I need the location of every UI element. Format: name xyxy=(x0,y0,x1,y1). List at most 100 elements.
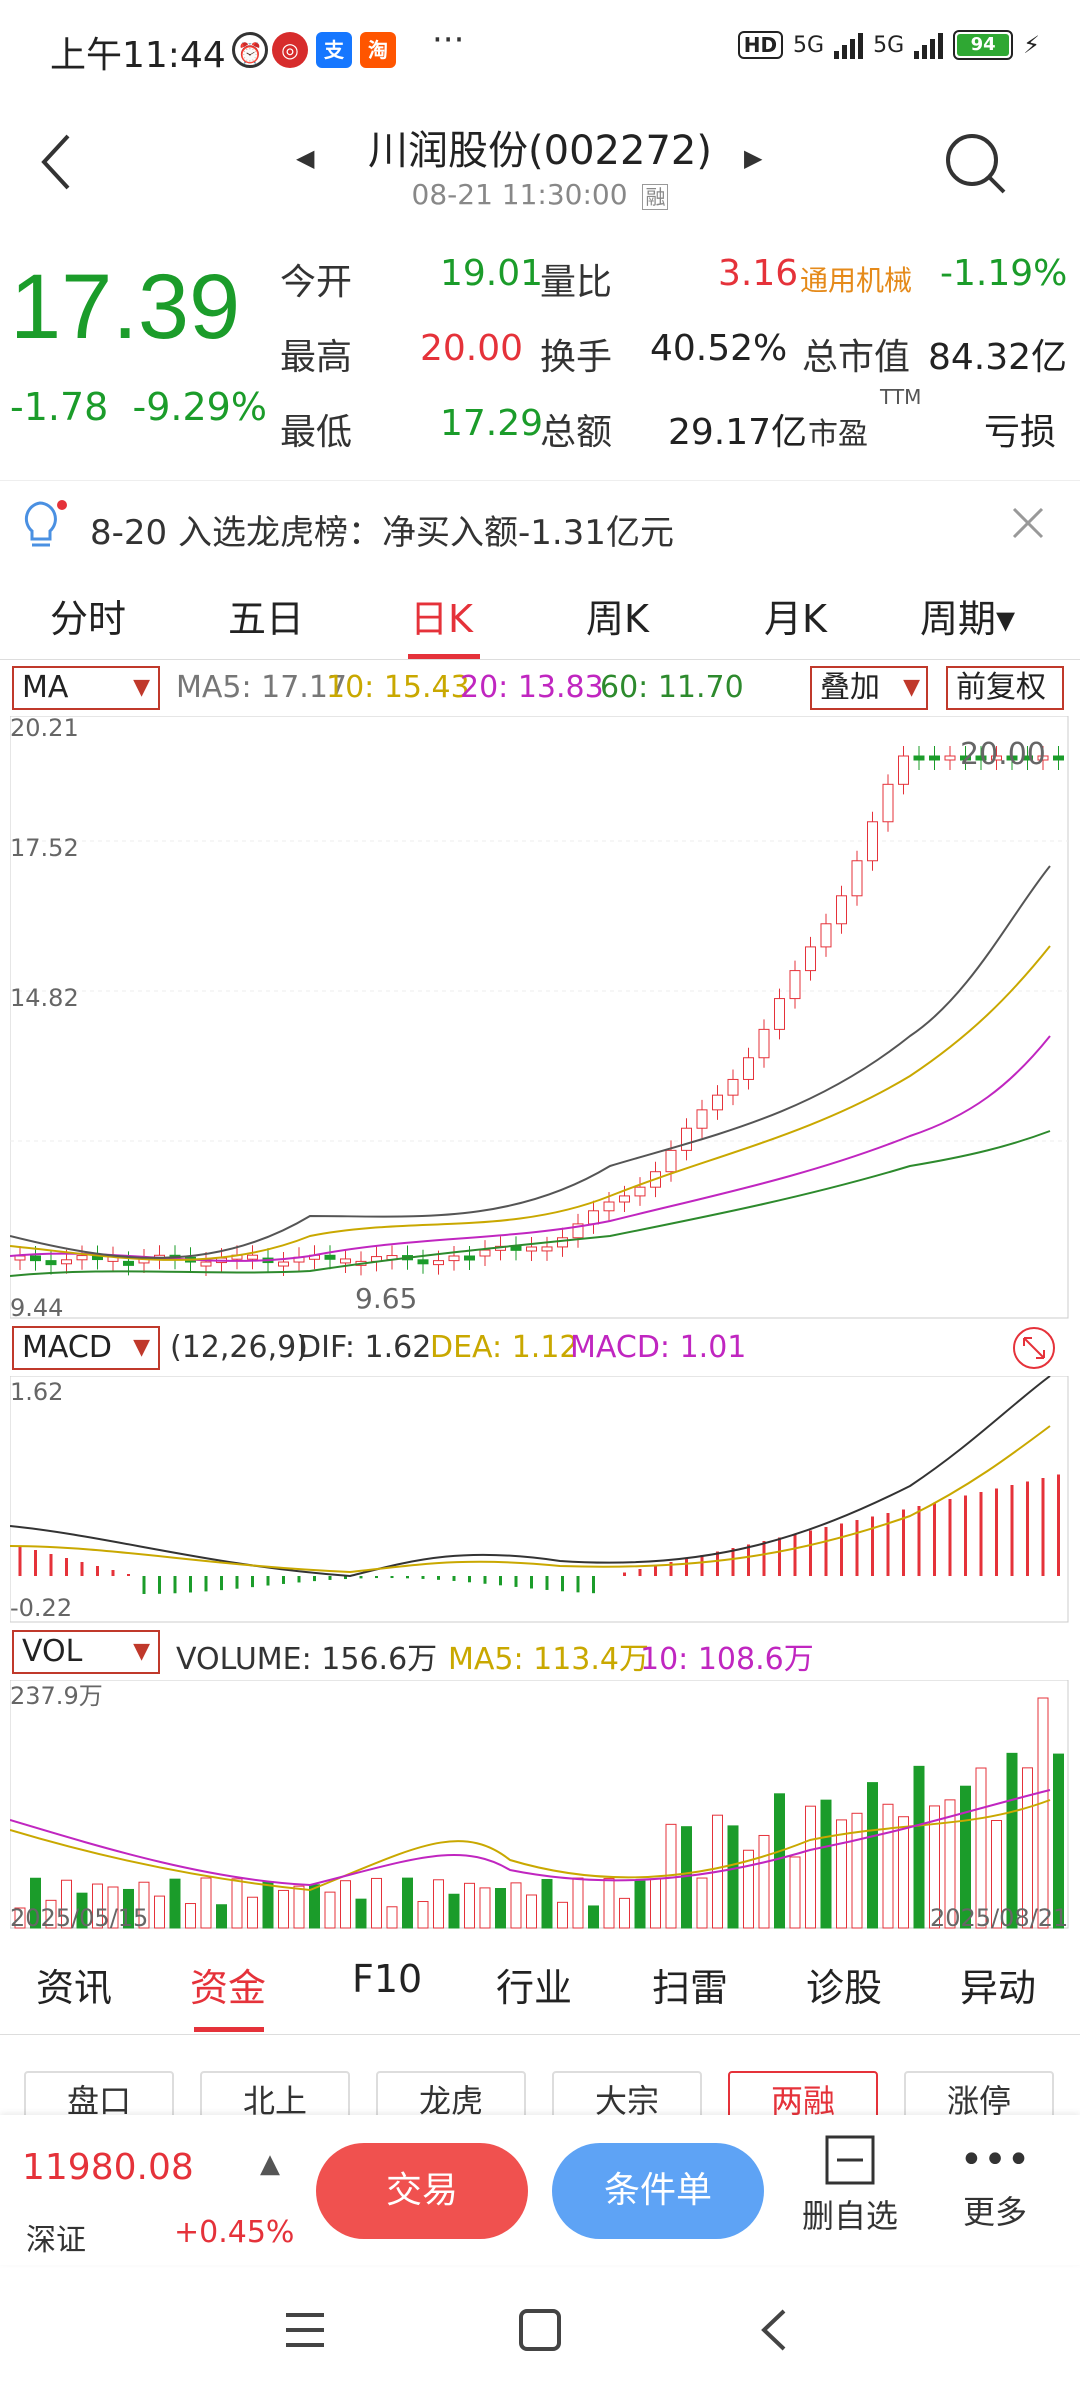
industry-link[interactable]: 通用机械 xyxy=(800,264,913,297)
volume-bar xyxy=(76,1892,88,1929)
tab-capital[interactable]: 资金 xyxy=(190,1966,267,2010)
ma20-line xyxy=(10,1035,1051,1262)
volume-bar xyxy=(727,1825,739,1929)
signal-5g-label-2: 5G xyxy=(873,32,905,58)
vol-ma10: 10: 108.6万 xyxy=(640,1642,814,1677)
dea-line xyxy=(10,1425,1051,1574)
macd-dea: DEA: 1.12 xyxy=(430,1330,579,1365)
overlay-button[interactable]: 叠加 ▼ xyxy=(810,666,928,710)
tab-f10[interactable]: F10 xyxy=(352,1957,423,2001)
volume-bar xyxy=(510,1882,522,1929)
tab-diagnosis[interactable]: 诊股 xyxy=(806,1966,883,2010)
candle xyxy=(30,1255,41,1262)
info-tabs: 资讯 资金 F10 行业 扫雷 诊股 异动 xyxy=(0,1935,1080,2035)
back-icon[interactable] xyxy=(36,130,76,194)
overlay-label: 叠加 xyxy=(820,670,880,705)
expand-icon[interactable] xyxy=(1010,1324,1058,1372)
kline-chart[interactable]: 20.21 17.52 14.82 9.44 20.00 9.65 xyxy=(10,716,1070,1320)
alipay-icon: 支 xyxy=(316,32,352,68)
index-value[interactable]: 11980.08 xyxy=(22,2147,194,2188)
status-bar: 上午11:44 ⏰ ◎ 支 淘 ··· HD 5G 5G 94 ⚡ xyxy=(0,0,1080,110)
volume-bar xyxy=(743,1849,754,1929)
label-market-cap: 总市值 xyxy=(802,337,911,378)
volume-bar xyxy=(247,1896,258,1929)
adjust-button[interactable]: 前复权 xyxy=(946,666,1064,710)
volume-bar xyxy=(138,1881,150,1929)
candle xyxy=(805,946,816,972)
tab-industry[interactable]: 行业 xyxy=(496,1966,573,2010)
volume-bar xyxy=(324,1891,336,1929)
tab-news[interactable]: 资讯 xyxy=(36,1966,113,2010)
tab-period[interactable]: 周期▾ xyxy=(920,597,1016,641)
tab-daily-k[interactable]: 日K xyxy=(410,597,473,641)
volume-bar xyxy=(851,1812,863,1929)
candle xyxy=(944,755,956,761)
menu-icon[interactable] xyxy=(280,2305,330,2355)
volume-bar xyxy=(185,1903,196,1929)
remove-watchlist-button[interactable]: 删自选 xyxy=(790,2133,910,2237)
candle xyxy=(789,970,801,1000)
candle xyxy=(1053,755,1064,761)
dragon-tiger-banner[interactable]: 8-20 入选龙虎榜：净买入额-1.31亿元 xyxy=(0,480,1080,570)
value-high: 20.00 xyxy=(420,328,524,369)
kchart-y-low: 14.82 xyxy=(10,984,79,1012)
candle xyxy=(340,1258,351,1264)
volume-bar xyxy=(448,1893,460,1929)
candle xyxy=(572,1223,584,1239)
battery-level: 94 xyxy=(957,34,1010,56)
dif-line xyxy=(10,1376,1051,1578)
volume-chart[interactable]: 237.9万 2025/05/15 2025/08/21 xyxy=(10,1680,1070,1930)
more-label: 更多 xyxy=(962,2193,1027,2231)
candle xyxy=(619,1195,630,1203)
candle xyxy=(1022,755,1033,761)
label-volume-ratio: 量比 xyxy=(540,262,613,303)
candle xyxy=(882,783,894,823)
volume-bar xyxy=(464,1882,475,1929)
candle xyxy=(1006,755,1018,761)
charging-icon: ⚡ xyxy=(1023,31,1040,59)
tab-monthly-k[interactable]: 月K xyxy=(764,597,827,641)
volume-bar xyxy=(45,1899,57,1929)
tab-five-day[interactable]: 五日 xyxy=(228,597,305,641)
tab-risk-scan[interactable]: 扫雷 xyxy=(652,1966,729,2010)
signal-bars-icon xyxy=(834,31,864,59)
tab-weekly-k[interactable]: 周K xyxy=(586,597,649,641)
volume-bar xyxy=(371,1877,382,1929)
condition-order-button[interactable]: 条件单 xyxy=(552,2143,764,2239)
home-icon[interactable] xyxy=(515,2305,565,2355)
macd-chart[interactable]: 1.62 -0.22 xyxy=(10,1376,1070,1624)
back-nav-icon[interactable] xyxy=(750,2305,800,2355)
prev-stock-icon[interactable]: ◀ xyxy=(296,144,315,172)
tab-intraday[interactable]: 分时 xyxy=(50,597,127,641)
candle xyxy=(588,1210,599,1225)
vol-date-end: 2025/08/21 xyxy=(930,1904,1068,1930)
more-button[interactable]: ••• 更多 xyxy=(940,2133,1050,2233)
volume-bar xyxy=(107,1886,119,1929)
macd-selector[interactable]: MACD ▼ xyxy=(12,1326,160,1370)
candle xyxy=(603,1201,615,1212)
tab-movement[interactable]: 异动 xyxy=(960,1966,1037,2010)
trade-button[interactable]: 交易 xyxy=(316,2143,528,2239)
next-stock-icon[interactable]: ▶ xyxy=(744,144,763,172)
volume-bar xyxy=(1053,1753,1064,1929)
close-icon[interactable] xyxy=(1010,505,1046,541)
banner-text: 8-20 入选龙虎榜：净买入额-1.31亿元 xyxy=(90,513,674,553)
vol-selector[interactable]: VOL ▼ xyxy=(12,1630,160,1674)
volume-bar xyxy=(820,1799,832,1929)
candle xyxy=(123,1260,134,1266)
candle xyxy=(929,755,940,761)
active-tab-indicator xyxy=(408,654,480,659)
volume-bar xyxy=(169,1878,181,1929)
price-change: -1.78 -9.29% xyxy=(10,385,267,429)
taobao-icon: 淘 xyxy=(360,32,396,68)
candle xyxy=(61,1259,72,1265)
volume-bar xyxy=(30,1877,41,1929)
system-navigation xyxy=(0,2265,1080,2400)
ma-selector-label: MA xyxy=(22,670,69,705)
more-notifications-icon: ··· xyxy=(432,20,465,60)
period-tabs: 分时 五日 日K 周K 月K 周期▾ xyxy=(0,570,1080,660)
ma-selector[interactable]: MA ▼ xyxy=(12,666,160,710)
search-icon[interactable] xyxy=(940,128,1010,198)
chip-block-trade[interactable]: 大宗 xyxy=(552,2071,702,2131)
volume-bar xyxy=(789,1856,801,1929)
